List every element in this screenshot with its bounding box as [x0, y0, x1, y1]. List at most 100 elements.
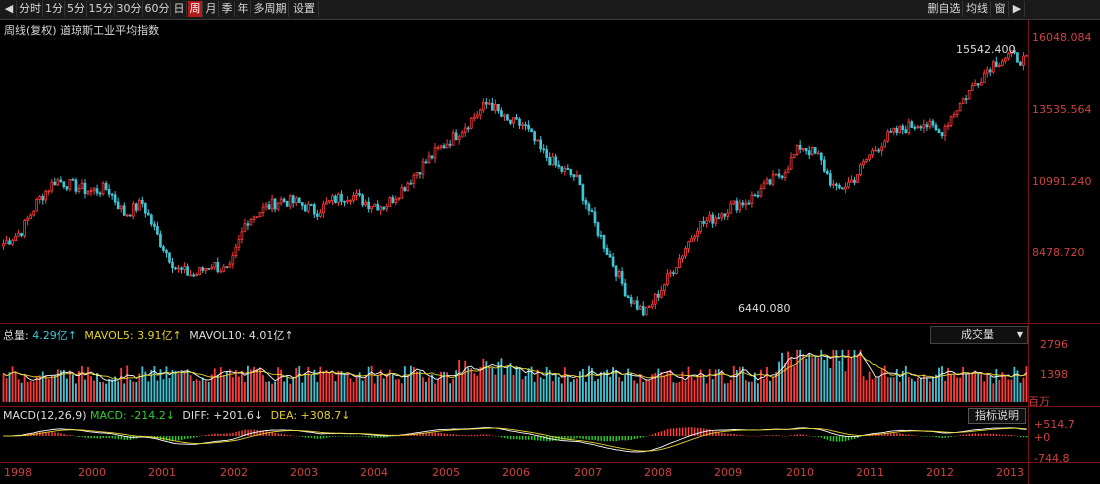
candle-body — [931, 120, 935, 126]
volume-bar — [367, 366, 370, 402]
macd-bar — [947, 436, 949, 438]
volume-bar — [581, 368, 584, 402]
remove-watchlist-button[interactable]: 删自选 — [926, 1, 963, 17]
macd-bar — [624, 436, 627, 441]
period-tab[interactable]: 分时 — [19, 1, 43, 17]
candle-body — [699, 221, 702, 232]
period-tab[interactable]: 日 — [172, 1, 187, 17]
macd-bar — [612, 436, 614, 442]
candle-body — [147, 212, 150, 216]
period-tab[interactable]: 1分 — [45, 1, 65, 17]
volume-chart[interactable] — [0, 344, 1028, 404]
volume-bar — [600, 372, 602, 402]
period-tab[interactable]: 年 — [236, 1, 251, 17]
ma-button[interactable]: 均线 — [964, 1, 991, 17]
macd-bar — [63, 434, 65, 436]
indicator-explain-button[interactable]: 指标说明 — [968, 408, 1026, 424]
volume-bar — [597, 378, 599, 402]
candle-body — [955, 110, 959, 115]
window-button[interactable]: 窗 — [992, 1, 1009, 17]
macd-chart[interactable] — [0, 422, 1028, 462]
macd-bar — [325, 436, 328, 438]
period-tab[interactable]: 月 — [204, 1, 219, 17]
volume-bar — [373, 383, 376, 402]
candle-body — [448, 143, 452, 146]
period-tab[interactable]: 设置 — [290, 1, 319, 17]
volume-bar — [331, 373, 334, 402]
macd-bar — [675, 428, 678, 436]
candle-body — [14, 235, 17, 242]
candle-body — [189, 274, 192, 277]
macd-bar — [784, 435, 786, 437]
macd-bar — [763, 435, 765, 436]
macd-bar — [929, 436, 931, 437]
macd-bar — [678, 427, 681, 436]
candle-body — [32, 210, 36, 216]
candle-body — [946, 124, 950, 127]
macd-bar — [90, 436, 92, 439]
candle-body — [397, 197, 401, 200]
volume-bar — [862, 376, 865, 402]
candle-body — [388, 197, 392, 208]
candle-body — [693, 236, 696, 239]
candle-body — [322, 203, 325, 214]
candle-body — [566, 168, 570, 171]
macd-bar — [669, 428, 672, 436]
macd-bar — [174, 436, 177, 441]
candle-body — [183, 266, 186, 270]
candle-body — [424, 161, 428, 164]
volume-bar — [766, 366, 768, 402]
scroll-right-icon[interactable]: ▶ — [1010, 1, 1025, 17]
macd-bar — [301, 436, 304, 437]
volume-bar — [216, 374, 219, 402]
macd-bar — [890, 432, 892, 436]
volume-bar — [669, 369, 672, 402]
period-tab[interactable]: 30分 — [116, 1, 143, 17]
macd-bar — [950, 436, 952, 437]
macd-bar — [980, 433, 983, 436]
candle-body — [231, 255, 235, 265]
macd-bar — [968, 433, 971, 436]
candle-body — [660, 290, 663, 298]
macd-bar — [515, 436, 518, 440]
macd-bar — [811, 436, 814, 437]
volume-bar — [639, 374, 642, 402]
macd-bar — [431, 432, 433, 436]
high-price-label: 15542.400 — [956, 43, 1016, 56]
volume-bar — [337, 370, 340, 402]
macd-bar — [657, 432, 660, 436]
period-tab[interactable]: 季 — [220, 1, 235, 17]
scroll-left-icon[interactable]: ◀ — [2, 1, 17, 17]
volume-bar — [524, 375, 527, 402]
macd-bar — [986, 433, 989, 436]
period-tab[interactable]: 5分 — [67, 1, 87, 17]
macd-bar — [473, 434, 476, 436]
candle-body — [240, 231, 244, 240]
macd-bar — [183, 436, 186, 440]
volume-bar — [406, 375, 409, 402]
period-tab[interactable]: 15分 — [88, 1, 115, 17]
macd-bar — [733, 433, 735, 436]
macd-bar — [835, 436, 838, 442]
macd-bar — [334, 436, 337, 437]
period-tab[interactable]: 多周期 — [252, 1, 289, 17]
candle-body — [11, 240, 14, 245]
macd-bar — [271, 431, 273, 436]
indicator-selector[interactable]: 成交量 ▼ — [930, 326, 1028, 344]
price-chart[interactable] — [0, 20, 1028, 324]
volume-bar — [642, 381, 645, 402]
diff-value: +201.6↓ — [213, 409, 264, 422]
x-tick-label: 2002 — [220, 466, 248, 479]
period-tab[interactable]: 60分 — [144, 1, 171, 17]
period-tab[interactable]: 周 — [188, 1, 203, 17]
candle-body — [394, 198, 398, 203]
candle-body — [306, 204, 310, 212]
candle-body — [928, 120, 932, 128]
candle-body — [865, 158, 868, 162]
macd-bar — [105, 436, 108, 438]
volume-bar — [201, 377, 204, 402]
volume-bar — [781, 352, 783, 402]
candle-body — [162, 246, 165, 251]
macd-bar — [295, 435, 298, 437]
candle-body — [68, 178, 72, 190]
